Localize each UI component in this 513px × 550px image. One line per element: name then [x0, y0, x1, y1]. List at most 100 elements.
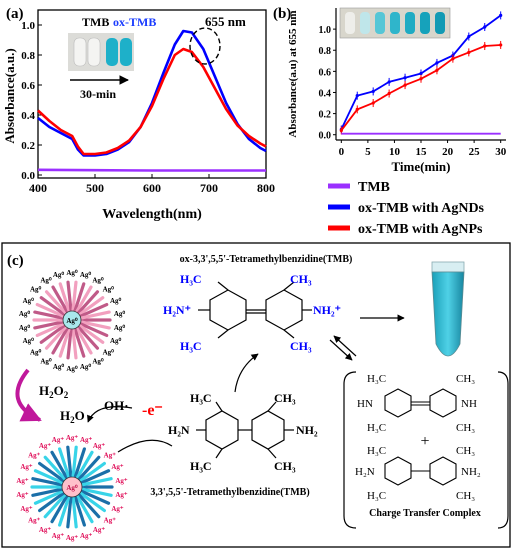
ag0-rays: [32, 280, 112, 360]
ctc-label: Charge Transfer Complex: [369, 508, 481, 519]
ctc-red-me1: H₃C: [367, 445, 386, 457]
tmb-me2-bond: [215, 448, 223, 459]
agplus-ray: [71, 445, 78, 478]
ag0-ring-label: Ag⁰: [114, 324, 126, 332]
panel-a-series-line-2: [37, 168, 266, 172]
agplus-ring-label: Ag⁺: [80, 436, 93, 444]
panel-b-ytick-label: 0.6: [319, 67, 332, 78]
agplus-ray: [75, 494, 94, 524]
agplus-ring-label: Ag⁺: [20, 505, 33, 513]
panel-b-tube-1: [360, 12, 370, 34]
panel-b: (b) 0.0 0.2 0.4 0.6 0.8 1.0 0 5 10 15 20 25 30 Abso…: [273, 6, 507, 174]
ox-tmb-me1-bond: [217, 281, 229, 291]
equilibrium-back: [333, 335, 357, 357]
ag0-ring-label: Ag⁰: [110, 297, 122, 305]
agplus-ring-label: Ag⁺: [115, 477, 128, 485]
panel-b-tube-3: [390, 12, 400, 34]
agplus-ray: [31, 477, 63, 487]
ox-tmb-tube: [431, 261, 465, 357]
ag0-ring-label: Ag⁰: [19, 324, 31, 332]
panel-b-point: [483, 44, 487, 48]
ox-methyl-4: CH₃: [290, 339, 312, 353]
panel-b-tag: (b): [273, 6, 291, 22]
agplus-ray: [71, 496, 78, 529]
tmb-ring-right: [251, 410, 285, 450]
panel-a-ytick-label: 0.4: [21, 110, 35, 122]
ag0-ring-label: Ag⁰: [53, 363, 65, 371]
agplus-ray: [81, 487, 113, 497]
agplus-core: [61, 476, 83, 498]
agplus-ring-label: Ag⁺: [93, 526, 106, 534]
ox-methyl-3: CH₃: [290, 272, 312, 286]
ctc-bracket-right: [497, 371, 509, 529]
panel-a: (a) 0.0 0.2 0.4 0.6 0.8 1.0 400 500 600 700 800 A…: [2, 6, 275, 222]
ag0-ray: [58, 327, 71, 358]
tmb-methyl-3: CH₃: [274, 391, 296, 405]
panel-b-ylabel: Absorbance(a.u) at 655 nm: [287, 10, 299, 137]
agplus-ring-label: Ag⁺: [16, 477, 29, 485]
inset-time: 30-min: [80, 87, 116, 101]
agplus-ring-label: Ag⁺: [111, 505, 124, 513]
ag0-ray: [33, 310, 64, 320]
tmb-me1-bond: [215, 401, 223, 412]
ag0-ray: [79, 302, 109, 318]
panel-b-point: [499, 13, 503, 17]
oh-radical-label: OH·: [104, 398, 129, 413]
panel-b-ytick-label: 0.8: [319, 46, 332, 57]
agplus-ring-label: Ag⁺: [39, 442, 52, 450]
ag0-ring-label: Ag⁰: [23, 337, 35, 345]
agplus-ring-label: Ag⁺: [39, 526, 52, 534]
ag0-ring-label: Ag⁰: [92, 357, 104, 365]
agplus-ray: [50, 450, 69, 480]
ag0-ray: [39, 324, 66, 344]
peak-label: 655 nm: [205, 14, 246, 29]
panel-a-xtick-label: 700: [200, 181, 218, 195]
panel-b-point: [387, 80, 391, 84]
panel-b-xtick-label: 30: [495, 146, 507, 158]
ag0-core-label: Ag⁰: [66, 317, 78, 325]
panel-a-series: [37, 29, 267, 172]
tube-blue-1: [106, 38, 118, 66]
tmb-me3-bond: [267, 401, 277, 412]
agplus-ring-labels: Ag⁺ Ag⁺Ag⁺Ag⁺Ag⁺Ag⁺Ag⁺Ag⁺Ag⁺Ag⁺Ag⁺Ag⁺Ag⁺A…: [16, 434, 128, 542]
agplus-ring-label: Ag⁺: [66, 534, 79, 542]
panel-b-point: [499, 43, 503, 47]
panel-a-xtick-label: 600: [143, 181, 161, 195]
ctc-ox-right-group: NH: [461, 398, 477, 410]
agplus-ray: [80, 469, 111, 485]
ctc-bracket: [343, 371, 509, 529]
ag0-ring-label: Ag⁰: [80, 363, 92, 371]
panel-b-ytick-label: 0.4: [319, 88, 332, 99]
tube-blue-2: [120, 38, 132, 66]
panel-b-xticks: 0 5 10 15 20 25 30: [339, 140, 507, 158]
panel-b-point: [339, 128, 343, 133]
ag0-ring-label: Ag⁰: [103, 348, 115, 356]
ag0-ray: [44, 325, 67, 350]
agplus-ray: [79, 461, 106, 483]
ag0-ring-label: Ag⁰: [66, 269, 78, 277]
panel-b-point: [403, 83, 407, 87]
ag0-ray: [71, 328, 78, 360]
panel-b-point: [467, 34, 471, 39]
panel-b-point: [355, 107, 359, 111]
panel-a-ylabel: Absorbance(a.u.): [2, 48, 17, 143]
agplus-ring-label: Ag⁺: [111, 463, 124, 471]
conversion-arrow: [15, 368, 42, 422]
agplus-ray: [43, 493, 67, 519]
ag0-ring-labels: Ag⁰ Ag⁰Ag⁰Ag⁰Ag⁰Ag⁰Ag⁰Ag⁰Ag⁰Ag⁰Ag⁰Ag⁰Ag⁰A…: [19, 269, 126, 373]
ag0-ray: [80, 320, 111, 330]
panel-b-tube-4: [405, 12, 415, 34]
ox-left-group: H₂N⁺: [163, 303, 191, 317]
ag0-ray: [33, 320, 64, 330]
panel-a-xticks: 400 500 600 700 800: [29, 174, 275, 195]
ag0-ring-label: Ag⁰: [114, 310, 126, 318]
panel-a-yticks: 0.0 0.2 0.4 0.6 0.8 1.0: [21, 20, 42, 182]
agplus-ray: [77, 493, 101, 519]
agplus-rays: [30, 445, 114, 529]
ctc-ox-me3: H₃C: [367, 422, 386, 434]
electron-transfer-curve: [117, 439, 173, 453]
panel-a-ytick-label: 0.2: [21, 140, 35, 152]
ox-tmb-ring-left: [209, 289, 247, 331]
agplus-ray: [75, 450, 94, 480]
